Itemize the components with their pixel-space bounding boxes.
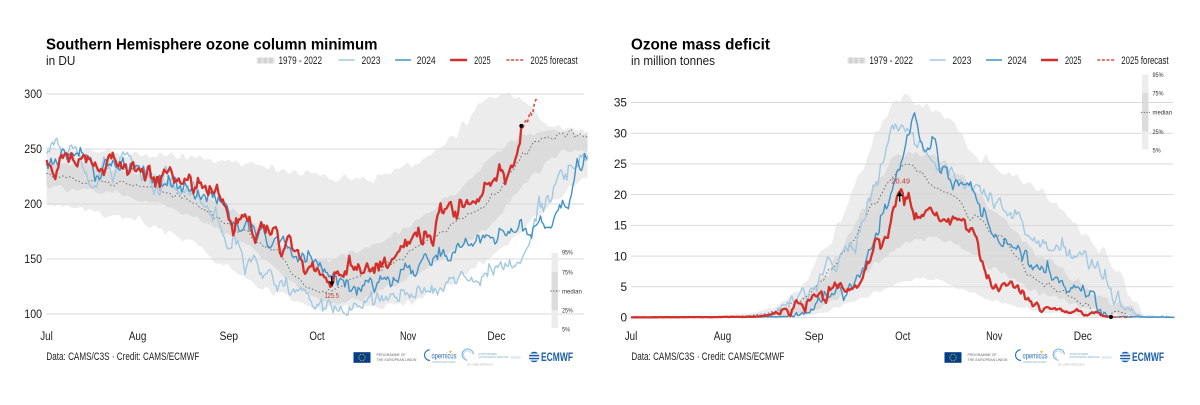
svg-text:opernicus: opernicus [432,351,457,361]
svg-text:median: median [1153,110,1173,117]
svg-text:2024: 2024 [1008,55,1027,67]
svg-text:THE EUROPEAN UNION: THE EUROPEAN UNION [968,358,1008,362]
svg-text:1979 - 2022: 1979 - 2022 [279,55,323,67]
svg-text:opernicus: opernicus [1023,351,1048,361]
svg-text:0: 0 [620,311,627,325]
svg-text:2025 forecast: 2025 forecast [1121,55,1168,67]
svg-text:PROGRAMME OF: PROGRAMME OF [377,353,406,357]
svg-text:2023: 2023 [362,55,381,67]
svg-text:Oct: Oct [309,329,325,343]
svg-text:IMPLEMENTED BY: IMPLEMENTED BY [511,355,522,359]
svg-text:100: 100 [24,307,42,321]
svg-text:EUROPE’S EYES ON EARTH: EUROPE’S EYES ON EARTH [433,360,456,364]
svg-text:25: 25 [614,157,628,171]
svg-text:Data: CAMS/C3S · Credit: CAMS/: Data: CAMS/C3S · Credit: CAMS/ECMWF [631,351,784,363]
svg-text:25%: 25% [1153,129,1164,136]
svg-text:300: 300 [24,87,42,101]
svg-text:ATMOSPHERE: ATMOSPHERE [479,352,498,356]
svg-text:THE EUROPEAN UNION: THE EUROPEAN UNION [377,358,417,362]
svg-text:Southern Hemisphere ozone colu: Southern Hemisphere ozone column minimum [46,37,378,54]
svg-text:ECMWF: ECMWF [1132,351,1164,364]
svg-text:Jul: Jul [40,329,53,343]
svg-text:Nov: Nov [986,329,1003,343]
svg-text:Aug: Aug [129,329,147,343]
svg-text:2025 forecast: 2025 forecast [530,55,577,67]
svg-text:Dec: Dec [487,329,505,343]
svg-text:250: 250 [24,142,42,156]
svg-text:20.49: 20.49 [891,179,910,186]
svg-text:2023: 2023 [952,55,971,67]
svg-text:75%: 75% [1153,90,1164,97]
svg-text:2024: 2024 [417,55,436,67]
svg-text:30: 30 [614,126,628,140]
svg-text:ECMWF: ECMWF [541,351,573,364]
svg-text:EUROPE’S EYES ON EARTH: EUROPE’S EYES ON EARTH [1024,360,1047,364]
svg-text:Dec: Dec [1074,329,1092,343]
svg-text:BY CAMS VERTICALS: BY CAMS VERTICALS [468,363,494,366]
svg-text:ATMOSPHERE: ATMOSPHERE [1070,352,1089,356]
svg-text:Jul: Jul [625,329,638,343]
svg-text:2025: 2025 [474,55,491,67]
svg-text:Data: CAMS/C3S · Credit: CAMS/: Data: CAMS/C3S · Credit: CAMS/ECMWF [46,351,199,363]
svg-text:5: 5 [620,280,627,294]
svg-text:2025: 2025 [1065,55,1082,67]
svg-text:200: 200 [24,197,42,211]
svg-text:25%: 25% [562,307,573,314]
svg-text:IMPLEMENTED BY: IMPLEMENTED BY [1102,355,1113,359]
svg-text:Sep: Sep [805,329,824,343]
svg-text:in DU: in DU [46,54,75,68]
svg-text:95%: 95% [562,249,573,256]
svg-text:Aug: Aug [714,329,732,343]
svg-text:15: 15 [614,219,628,233]
svg-text:Nov: Nov [400,329,417,343]
svg-text:95%: 95% [1153,72,1164,79]
svg-text:Oct: Oct [895,329,911,343]
svg-text:PROGRAMME OF: PROGRAMME OF [968,353,997,357]
svg-text:Sep: Sep [220,329,239,343]
svg-text:5%: 5% [562,326,570,333]
svg-text:150: 150 [24,252,42,266]
svg-text:5%: 5% [1153,147,1161,154]
svg-text:BY CAMS VERTICALS: BY CAMS VERTICALS [1059,363,1085,366]
svg-text:10: 10 [614,249,628,263]
svg-text:75%: 75% [562,269,573,276]
svg-text:35: 35 [614,96,628,110]
svg-text:20: 20 [614,188,628,202]
svg-text:1979 - 2022: 1979 - 2022 [869,55,913,67]
svg-text:MONITORING SERVICE: MONITORING SERVICE [479,355,509,359]
svg-text:MONITORING SERVICE: MONITORING SERVICE [1070,355,1100,359]
svg-text:Ozone mass deficit: Ozone mass deficit [631,37,771,54]
svg-text:median: median [562,288,582,295]
svg-text:125.5: 125.5 [324,293,339,300]
svg-text:in million tonnes: in million tonnes [631,54,715,68]
